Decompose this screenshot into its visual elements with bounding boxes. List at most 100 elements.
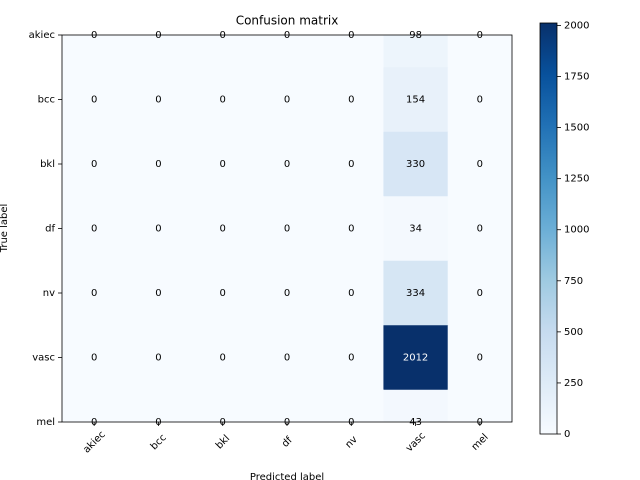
heatmap-cell xyxy=(447,196,512,262)
heatmap-cell xyxy=(190,260,256,326)
x-tick-label: vasc xyxy=(404,430,428,454)
heatmap-cell xyxy=(319,67,384,133)
cell-value-label: 0 xyxy=(284,95,290,106)
heatmap-cell xyxy=(254,131,320,197)
cell-value-label: 154 xyxy=(406,95,425,106)
y-tick-label: bcc xyxy=(38,95,55,106)
heatmap-cell xyxy=(254,260,320,326)
heatmap-cell xyxy=(383,260,449,326)
y-tick-label: df xyxy=(45,224,55,235)
cell-value-label: 0 xyxy=(91,95,97,106)
cell-value-label: 0 xyxy=(348,353,354,364)
heatmap-cell xyxy=(190,325,256,391)
cell-value-label: 0 xyxy=(284,224,290,235)
y-tick-label: mel xyxy=(36,417,55,428)
colorbar xyxy=(539,22,558,435)
x-tick-label: bkl xyxy=(214,433,232,451)
cell-value-label: 0 xyxy=(155,95,161,106)
cell-value-label: 0 xyxy=(477,30,483,41)
heatmap-cell xyxy=(447,131,512,197)
cell-value-label: 0 xyxy=(91,353,97,364)
heatmap-cell xyxy=(254,325,320,391)
cell-value-label: 0 xyxy=(348,159,354,170)
heatmap-cell xyxy=(447,389,512,422)
heatmap-cell xyxy=(447,325,512,391)
cell-value-label: 0 xyxy=(220,353,226,364)
cell-value-label: 2012 xyxy=(403,353,428,364)
heatmap-cell xyxy=(319,325,384,391)
cell-value-label: 0 xyxy=(155,288,161,299)
chart-title: Confusion matrix xyxy=(236,14,339,28)
cell-value-label: 0 xyxy=(155,159,161,170)
heatmap-cell xyxy=(190,35,256,68)
cell-value-label: 0 xyxy=(91,224,97,235)
cell-value-label: 0 xyxy=(477,288,483,299)
x-tick-label: mel xyxy=(470,432,491,453)
y-axis-label: True label xyxy=(0,204,10,254)
cell-value-label: 0 xyxy=(348,224,354,235)
heatmap-cell xyxy=(447,260,512,326)
colorbar-tick-label: 1750 xyxy=(564,72,589,83)
heatmap-cell xyxy=(126,131,192,197)
heatmap-cell xyxy=(383,196,449,262)
cell-value-label: 34 xyxy=(409,224,422,235)
heatmap-cell xyxy=(319,196,384,262)
cell-value-label: 0 xyxy=(348,30,354,41)
cell-value-label: 0 xyxy=(91,288,97,299)
heatmap-cell xyxy=(190,67,256,133)
cell-value-label: 0 xyxy=(91,30,97,41)
colorbar-tick-label: 250 xyxy=(564,378,583,389)
cell-value-label: 0 xyxy=(220,288,226,299)
heatmap-cell xyxy=(447,35,512,68)
cell-value-label: 0 xyxy=(477,224,483,235)
heatmap-cell xyxy=(383,389,449,422)
heatmap-cell xyxy=(447,67,512,133)
cell-value-label: 0 xyxy=(348,288,354,299)
heatmap-cell xyxy=(319,260,384,326)
cell-value-label: 334 xyxy=(406,288,425,299)
heatmap-cell xyxy=(62,131,127,197)
cell-value-label: 330 xyxy=(406,159,425,170)
heatmap-cell xyxy=(126,325,192,391)
colorbar-tick-label: 2000 xyxy=(564,20,589,31)
heatmap-cell xyxy=(190,196,256,262)
cell-value-label: 0 xyxy=(477,353,483,364)
x-axis-label: Predicted label xyxy=(250,472,324,480)
cell-value-label: 0 xyxy=(477,159,483,170)
heatmap-cell xyxy=(126,196,192,262)
x-tick-label: nv xyxy=(343,434,360,451)
cell-value-label: 0 xyxy=(220,224,226,235)
heatmap-cell xyxy=(190,389,256,422)
heatmap-cell xyxy=(126,67,192,133)
heatmap-cell xyxy=(62,260,127,326)
cell-value-label: 0 xyxy=(91,159,97,170)
cell-value-label: 98 xyxy=(409,30,422,41)
cell-value-label: 0 xyxy=(220,95,226,106)
y-tick-label: nv xyxy=(43,288,55,299)
heatmap-cell xyxy=(126,260,192,326)
x-tick-label: df xyxy=(280,435,295,450)
cell-value-label: 0 xyxy=(155,353,161,364)
heatmap-cell xyxy=(254,35,320,68)
y-tick-label: akiec xyxy=(29,30,55,41)
heatmap-cell xyxy=(254,196,320,262)
heatmap-cell xyxy=(319,389,384,422)
heatmap-cell xyxy=(190,131,256,197)
colorbar-tick-label: 1250 xyxy=(564,174,589,185)
colorbar-tick-label: 0 xyxy=(564,429,570,440)
cell-value-label: 0 xyxy=(284,288,290,299)
cell-value-label: 0 xyxy=(220,30,226,41)
heatmap-cell xyxy=(62,389,127,422)
cell-value-label: 0 xyxy=(477,95,483,106)
heatmap-cell xyxy=(62,35,127,68)
heatmap-cell xyxy=(254,389,320,422)
heatmap-cell xyxy=(383,35,449,68)
heatmap-cell xyxy=(383,67,449,133)
cell-value-label: 0 xyxy=(284,353,290,364)
heatmap-cell xyxy=(126,389,192,422)
cell-value-label: 0 xyxy=(220,159,226,170)
x-tick-label: akiec xyxy=(81,429,107,455)
y-tick-label: vasc xyxy=(32,353,55,364)
